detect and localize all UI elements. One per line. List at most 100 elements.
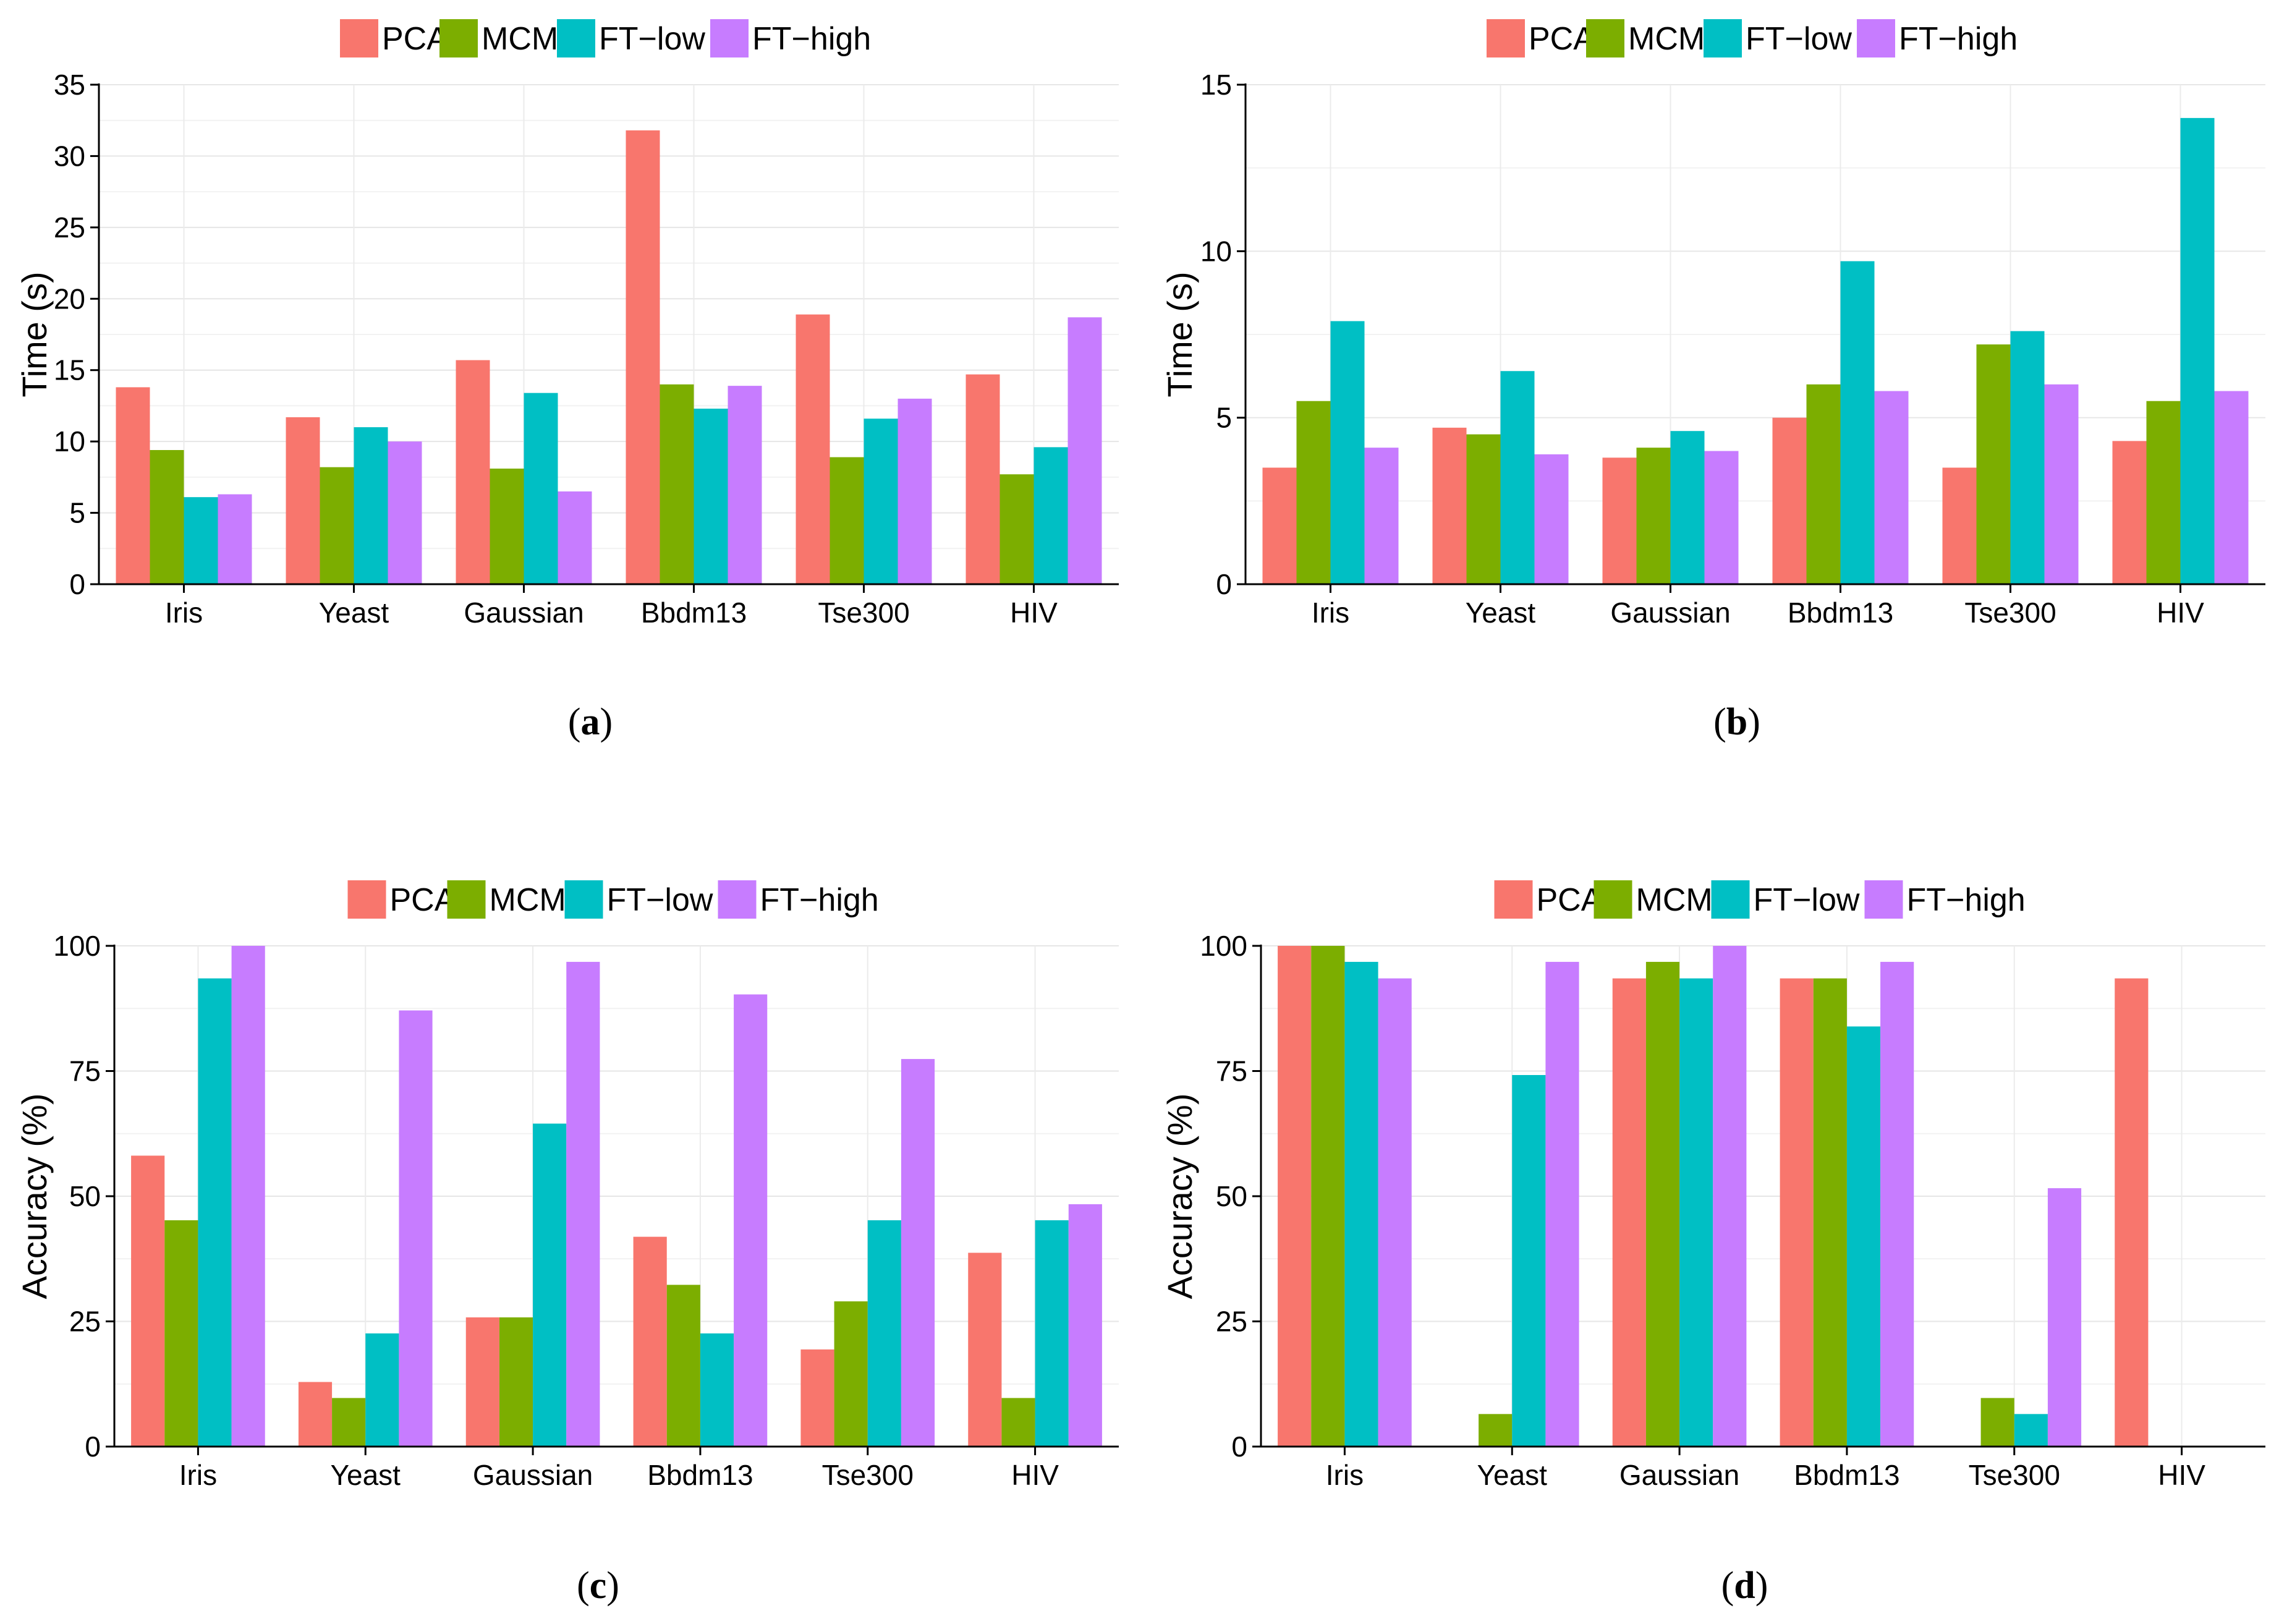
x-tick-label: Iris	[165, 597, 203, 629]
bar-ft-high-tse300	[901, 1059, 935, 1447]
y-tick-label: 0	[1216, 568, 1232, 600]
x-tick-label: Bbdm13	[647, 1459, 753, 1491]
x-tick-label: Tse300	[822, 1459, 914, 1491]
bar-ft-low-hiv	[2180, 117, 2215, 584]
bar-mcml-gaussian	[490, 469, 524, 584]
legend-key-ft-high	[710, 19, 749, 57]
bar-ft-high-iris	[231, 946, 265, 1447]
legend-label: PCA	[390, 882, 456, 918]
bar-mcml-iris	[150, 449, 184, 584]
legend-label: FT−low	[1754, 882, 1860, 918]
y-axis-title: Accuracy (%)	[1160, 1094, 1199, 1299]
bar-ft-high-bbdm13	[1880, 961, 1914, 1447]
x-tick-label: HIV	[1010, 597, 1058, 629]
bar-pca-bbdm13	[633, 1236, 667, 1447]
bar-ft-high-tse300	[2047, 1188, 2082, 1447]
bar-mcml-gaussian	[1645, 961, 1680, 1447]
legend-key-mcml	[1594, 880, 1632, 919]
bar-ft-high-bbdm13	[728, 386, 762, 584]
x-tick-label: Gaussian	[1619, 1459, 1739, 1491]
legend-label: FT−low	[599, 21, 705, 57]
bar-ft-high-yeast	[1534, 454, 1569, 584]
bar-pca-yeast	[1432, 427, 1467, 584]
bar-ft-high-iris	[1364, 448, 1399, 584]
x-tick-label: Tse300	[818, 597, 909, 629]
bar-ft-low-tse300	[2010, 331, 2045, 584]
legend-key-pca	[347, 880, 386, 919]
bar-ft-high-yeast	[399, 1010, 433, 1447]
bar-pca-hiv	[965, 374, 1000, 584]
y-tick-label: 100	[53, 930, 101, 962]
bar-ft-high-gaussian	[558, 491, 592, 584]
bar-ft-low-yeast	[1500, 371, 1535, 584]
bar-mcml-tse300	[834, 1301, 868, 1447]
panel-caption: (d)	[1721, 1565, 1768, 1607]
y-tick-label: 30	[54, 140, 85, 172]
bar-pca-iris	[116, 387, 150, 584]
bar-pca-bbdm13	[1772, 417, 1807, 584]
panel-caption: (c)	[577, 1565, 619, 1607]
bar-mcml-hiv	[2146, 401, 2181, 584]
bar-ft-low-iris	[1344, 961, 1378, 1447]
bar-mcml-yeast	[332, 1398, 366, 1447]
x-tick-label: Yeast	[331, 1459, 401, 1491]
legend-key-mcml	[1586, 19, 1624, 57]
bar-pca-yeast	[286, 417, 320, 584]
y-axis-title: Time (s)	[15, 271, 54, 397]
x-tick-label: Bbdm13	[1788, 597, 1893, 629]
y-tick-label: 75	[1216, 1055, 1247, 1087]
bar-ft-low-yeast	[1512, 1074, 1546, 1447]
x-tick-label: Yeast	[1466, 597, 1536, 629]
legend-label: PCA	[1529, 21, 1595, 57]
bar-pca-iris	[1262, 467, 1297, 584]
legend-key-ft-low	[564, 880, 603, 919]
x-tick-label: Iris	[179, 1459, 217, 1491]
bar-ft-low-tse300	[864, 419, 898, 584]
legend-key-mcml	[447, 880, 486, 919]
x-tick-label: Gaussian	[1610, 597, 1730, 629]
legend-key-pca	[1494, 880, 1533, 919]
x-tick-label: Tse300	[1964, 597, 2056, 629]
bar-pca-tse300	[796, 314, 830, 584]
legend-label: FT−high	[1899, 21, 2018, 57]
bar-mcml-iris	[1311, 946, 1345, 1447]
chart-panel-b: 0 5 10 15 Iris Yeast Gaussian Bbdm13 Tse300 HIV Ti…	[1160, 19, 2265, 743]
bar-ft-low-gaussian	[1670, 431, 1705, 584]
y-tick-label: 25	[1216, 1306, 1247, 1338]
bar-pca-gaussian	[456, 360, 490, 584]
bar-mcml-yeast	[320, 467, 354, 584]
y-tick-label: 0	[1231, 1431, 1247, 1463]
legend: PCA MCML FT−low FT−high	[1487, 19, 2018, 57]
y-tick-label: 15	[54, 354, 85, 386]
y-tick-label: 5	[69, 497, 85, 529]
bar-mcml-hiv	[999, 474, 1034, 584]
bar-mcml-tse300	[830, 457, 864, 584]
legend-label: PCA	[382, 21, 448, 57]
bar-ft-low-bbdm13	[694, 409, 728, 584]
bar-pca-bbdm13	[626, 130, 660, 585]
bar-ft-high-hiv	[2214, 391, 2249, 584]
bar-ft-high-hiv	[1067, 317, 1102, 584]
legend-label: FT−low	[1746, 21, 1852, 57]
bar-ft-low-bbdm13	[700, 1333, 734, 1447]
bar-pca-bbdm13	[1780, 978, 1814, 1447]
bar-ft-low-gaussian	[533, 1123, 567, 1447]
bar-ft-high-gaussian	[1704, 451, 1739, 584]
bar-ft-low-gaussian	[524, 393, 558, 584]
y-axis-title: Accuracy (%)	[15, 1094, 54, 1299]
legend-key-ft-low	[557, 19, 595, 57]
chart-panel-d: 0 25 50 75 100 Iris Yeast Gaussian Bbdm13 Tse300 H…	[1160, 880, 2265, 1607]
y-axis-title: Time (s)	[1160, 271, 1199, 397]
bar-ft-low-bbdm13	[1840, 261, 1875, 584]
legend-label: FT−high	[752, 21, 871, 57]
bar-pca-gaussian	[1602, 457, 1637, 584]
bar-pca-yeast	[298, 1382, 333, 1447]
y-tick-label: 0	[85, 1431, 101, 1463]
bar-pca-tse300	[800, 1349, 834, 1447]
bar-ft-low-yeast	[354, 427, 388, 584]
bar-pca-gaussian	[1612, 978, 1646, 1447]
y-tick-label: 25	[54, 211, 85, 244]
bar-mcml-gaussian	[499, 1317, 533, 1447]
bar-ft-high-tse300	[2044, 384, 2079, 584]
bar-ft-high-iris	[1378, 978, 1412, 1447]
